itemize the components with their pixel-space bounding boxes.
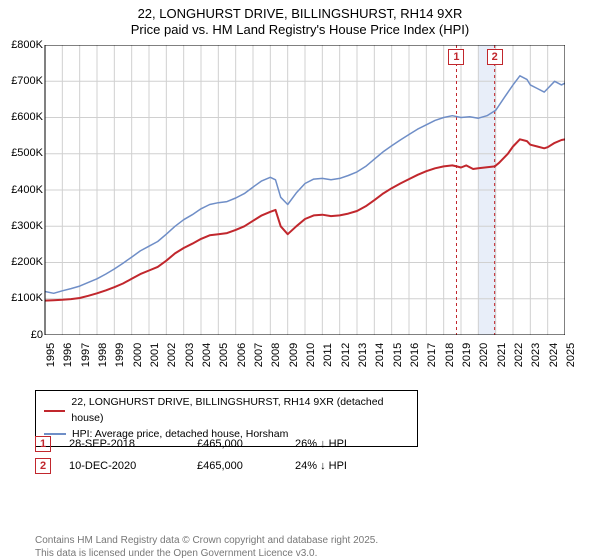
x-tick-label: 2019 xyxy=(461,342,473,366)
y-tick-label: £700K xyxy=(10,75,43,87)
x-tick-label: 2012 xyxy=(340,342,352,366)
sale-marker-2: 2 xyxy=(35,458,51,474)
legend-row-property: 22, LONGHURST DRIVE, BILLINGSHURST, RH14… xyxy=(44,395,409,427)
y-tick-label: £800K xyxy=(10,39,43,51)
sales-table: 1 28-SEP-2018 £465,000 26% ↓ HPI 2 10-DE… xyxy=(35,436,375,480)
y-tick-label: £400K xyxy=(10,184,43,196)
chart-frame: £0£100K£200K£300K£400K£500K£600K£700K£80… xyxy=(10,45,565,381)
sale-diff: 24% ↓ HPI xyxy=(295,460,375,472)
y-tick-label: £200K xyxy=(10,256,43,268)
x-tick-label: 2024 xyxy=(548,342,560,366)
x-tick-label: 1997 xyxy=(80,342,92,366)
x-tick-label: 2009 xyxy=(288,342,300,366)
x-tick-label: 2001 xyxy=(149,342,161,366)
y-tick-label: £600K xyxy=(10,111,43,123)
chart-sale-marker: 1 xyxy=(448,49,464,65)
sale-price: £465,000 xyxy=(197,460,277,472)
x-tick-label: 1999 xyxy=(114,342,126,366)
x-tick-label: 1998 xyxy=(97,342,109,366)
sale-row: 1 28-SEP-2018 £465,000 26% ↓ HPI xyxy=(35,436,375,452)
x-tick-label: 2013 xyxy=(357,342,369,366)
y-tick-label: £100K xyxy=(10,292,43,304)
x-tick-label: 2017 xyxy=(426,342,438,366)
x-tick-label: 2014 xyxy=(374,342,386,366)
sale-date: 10-DEC-2020 xyxy=(69,460,179,472)
x-tick-label: 2025 xyxy=(565,342,577,366)
x-tick-label: 2006 xyxy=(236,342,248,366)
sale-date: 28-SEP-2018 xyxy=(69,438,179,450)
price-chart xyxy=(10,45,565,335)
footer-line2: This data is licensed under the Open Gov… xyxy=(35,548,378,560)
x-tick-label: 2003 xyxy=(184,342,196,366)
x-tick-label: 2011 xyxy=(322,343,334,367)
title-address: 22, LONGHURST DRIVE, BILLINGSHURST, RH14… xyxy=(10,6,590,22)
sale-price: £465,000 xyxy=(197,438,277,450)
x-tick-label: 2005 xyxy=(218,342,230,366)
chart-titles: 22, LONGHURST DRIVE, BILLINGSHURST, RH14… xyxy=(10,6,590,39)
x-tick-label: 2018 xyxy=(444,342,456,366)
x-tick-label: 2007 xyxy=(253,342,265,366)
x-tick-label: 1996 xyxy=(62,342,74,366)
sale-row: 2 10-DEC-2020 £465,000 24% ↓ HPI xyxy=(35,458,375,474)
legend-swatch-property xyxy=(44,410,65,412)
x-tick-label: 2010 xyxy=(305,342,317,366)
y-tick-label: £500K xyxy=(10,147,43,159)
x-tick-label: 2022 xyxy=(513,342,525,366)
x-tick-label: 2008 xyxy=(270,342,282,366)
chart-sale-marker: 2 xyxy=(487,49,503,65)
x-tick-label: 2004 xyxy=(201,342,213,366)
legend-label-property: 22, LONGHURST DRIVE, BILLINGSHURST, RH14… xyxy=(71,395,409,427)
title-subtitle: Price paid vs. HM Land Registry's House … xyxy=(10,22,590,38)
footer: Contains HM Land Registry data © Crown c… xyxy=(35,535,378,560)
x-tick-label: 2020 xyxy=(478,342,490,366)
sale-diff: 26% ↓ HPI xyxy=(295,438,375,450)
x-tick-label: 1995 xyxy=(45,342,57,366)
sale-marker-1: 1 xyxy=(35,436,51,452)
y-tick-label: £300K xyxy=(10,220,43,232)
x-tick-label: 2015 xyxy=(392,342,404,366)
x-tick-label: 2002 xyxy=(166,342,178,366)
footer-line1: Contains HM Land Registry data © Crown c… xyxy=(35,535,378,548)
x-tick-label: 2023 xyxy=(530,342,542,366)
x-tick-label: 2016 xyxy=(409,342,421,366)
x-tick-label: 2021 xyxy=(496,342,508,366)
y-tick-label: £0 xyxy=(10,329,43,341)
x-tick-label: 2000 xyxy=(132,342,144,366)
